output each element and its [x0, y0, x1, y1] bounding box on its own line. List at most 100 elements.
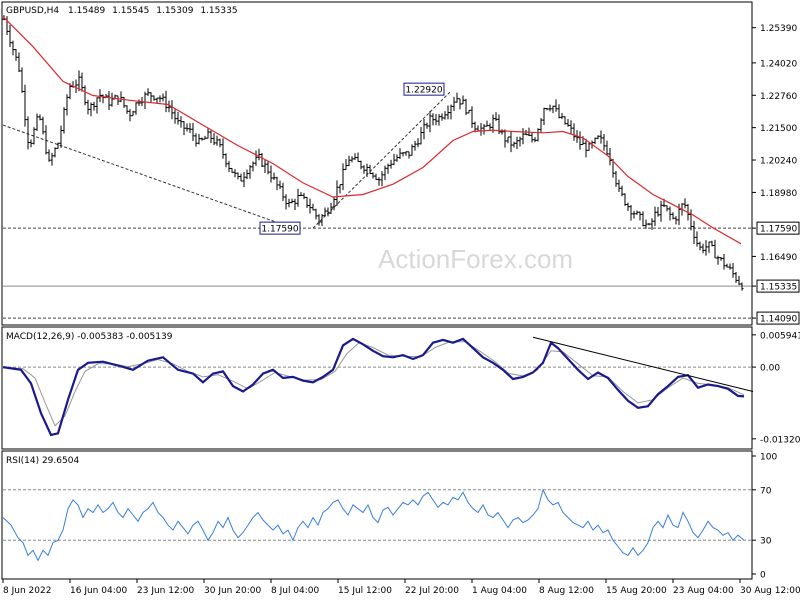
ohlc-bar [389, 159, 393, 169]
ohlc-bar [290, 198, 294, 204]
time-axis-tick-label: 30 Jun 20:00 [204, 586, 261, 596]
ohlc-bar [53, 147, 57, 158]
ohlc-bar [206, 128, 210, 139]
ohlc-bar [641, 211, 645, 227]
price-axis-tick: 1.15335 [752, 279, 800, 293]
ohlc-bar [167, 100, 171, 113]
price-annotation: 1.17590 [259, 221, 301, 235]
ohlc-bar [158, 95, 162, 103]
ohlc-bar [470, 106, 474, 128]
price-axis-tick-label: 1.17590 [760, 225, 797, 235]
ohlc-bar [683, 198, 687, 209]
rsi-axis-tick: 70 [752, 486, 772, 496]
ohlc-bar [41, 116, 45, 135]
price-axis-tick-label: 1.16490 [760, 253, 797, 263]
ohlc-bar [479, 123, 483, 136]
time-axis-tick-label: 23 Jun 12:00 [137, 586, 194, 596]
time-axis-tick-label: 1 Aug 04:00 [472, 586, 527, 596]
ohlc-bar [668, 206, 672, 221]
ohlc-bar [446, 105, 450, 120]
macd-axis-tick: 0.00 [752, 364, 780, 374]
ohlc-bar [101, 94, 105, 104]
time-axis-tick-label: 8 Jul 04:00 [271, 586, 320, 596]
ohlc-bar [236, 172, 240, 180]
ohlc-bar [218, 138, 222, 148]
ohlc-bar [26, 116, 30, 150]
ohlc-bar [224, 153, 228, 168]
ohlc-bar [644, 219, 648, 229]
ohlc-bar [248, 165, 252, 179]
macd-axis-tick-label: -0.013207 [760, 435, 800, 445]
ohlc-bar [8, 25, 12, 47]
price-annotation-box [259, 221, 301, 235]
time-axis-tick: 15 Jul 12:00 [337, 579, 392, 596]
time-axis-tick-label: 8 Jun 2022 [3, 586, 51, 596]
ohlc-bar [326, 207, 330, 217]
rsi-axis-tick: 30 [752, 537, 772, 547]
ohlc-bar [512, 141, 516, 148]
ohlc-bar [209, 130, 213, 144]
ohlc-bar [548, 104, 552, 112]
ohlc-bar [494, 112, 498, 121]
price-axis-tick-label: 1.22760 [760, 92, 797, 102]
ohlc-bar [125, 105, 129, 114]
ohlc-bar [20, 67, 24, 93]
ohlc-bar [368, 164, 372, 175]
ohlc-bar [143, 91, 147, 109]
ohlc-bar [68, 83, 72, 100]
ohlc-bar [398, 148, 402, 159]
ohlc-bar [410, 144, 414, 156]
ohlc-bar [530, 132, 534, 143]
macd-axis-tick: 0.005941 [752, 331, 800, 341]
macd-trendline [532, 336, 754, 393]
ohlc-bar [500, 129, 504, 135]
ohlc-bar [545, 108, 549, 111]
time-axis-tick-label: 30 Aug 12:00 [740, 586, 800, 596]
price-trendline [2, 124, 294, 229]
rsi-panel: 100 70 30 0 RSI(14) 29.6504 [1, 450, 777, 581]
ohlc-bar [725, 263, 729, 268]
ohlc-bar [473, 121, 477, 133]
ohlc-bar [653, 206, 657, 227]
ohlc-bar [569, 120, 573, 135]
time-axis-tick: 23 Jun 12:00 [136, 579, 194, 596]
macd-title: MACD(12,26,9) -0.005383 -0.005139 [6, 332, 173, 342]
ohlc-bar [533, 137, 537, 143]
ohlc-bar [356, 152, 360, 162]
price-trendline [312, 90, 452, 229]
ohlc-bar [305, 196, 309, 209]
price-axis-tick: 1.24020 [752, 59, 797, 69]
price-bars [2, 15, 744, 291]
ohlc-bar [674, 216, 678, 225]
macd-trendline-segment [532, 336, 754, 393]
ohlc-bar [179, 116, 183, 128]
ohlc-bar [740, 282, 744, 291]
ohlc-bar [134, 102, 138, 115]
ohlc-bar [56, 142, 60, 149]
ohlc-bar [176, 112, 180, 125]
ohlc-bar [692, 220, 696, 245]
ohlc-bar [65, 94, 69, 116]
ohlc-bar [89, 102, 93, 117]
rsi-axis-tick: 0 [752, 571, 766, 581]
ohlc-bar [554, 99, 558, 112]
time-axis-tick: 8 Aug 12:00 [538, 579, 594, 596]
ohlc-bar [131, 110, 135, 117]
ohlc-bar [284, 194, 288, 210]
ohlc-bar [722, 254, 726, 270]
ohlc-bar [230, 167, 234, 173]
ohlc-bar [515, 136, 519, 150]
ohlc-bar [404, 151, 408, 156]
ohlc-bar [23, 84, 27, 127]
rsi-axis-tick-label: 0 [760, 571, 766, 581]
ohlc-bar [578, 131, 582, 150]
price-axis-tick-box [756, 279, 800, 293]
ohlc-bar [689, 209, 693, 231]
macd-axis: 0.005941 0.00 -0.013207 [752, 331, 800, 445]
time-axis-tick: 30 Aug 12:00 [739, 579, 800, 596]
ohlc-bar [311, 203, 315, 211]
ohlc-bar [164, 90, 168, 113]
price-annotation: 1.22920 [403, 82, 445, 96]
ohlc-bar [257, 148, 261, 161]
time-axis-tick-label: 15 Aug 20:00 [606, 586, 667, 596]
